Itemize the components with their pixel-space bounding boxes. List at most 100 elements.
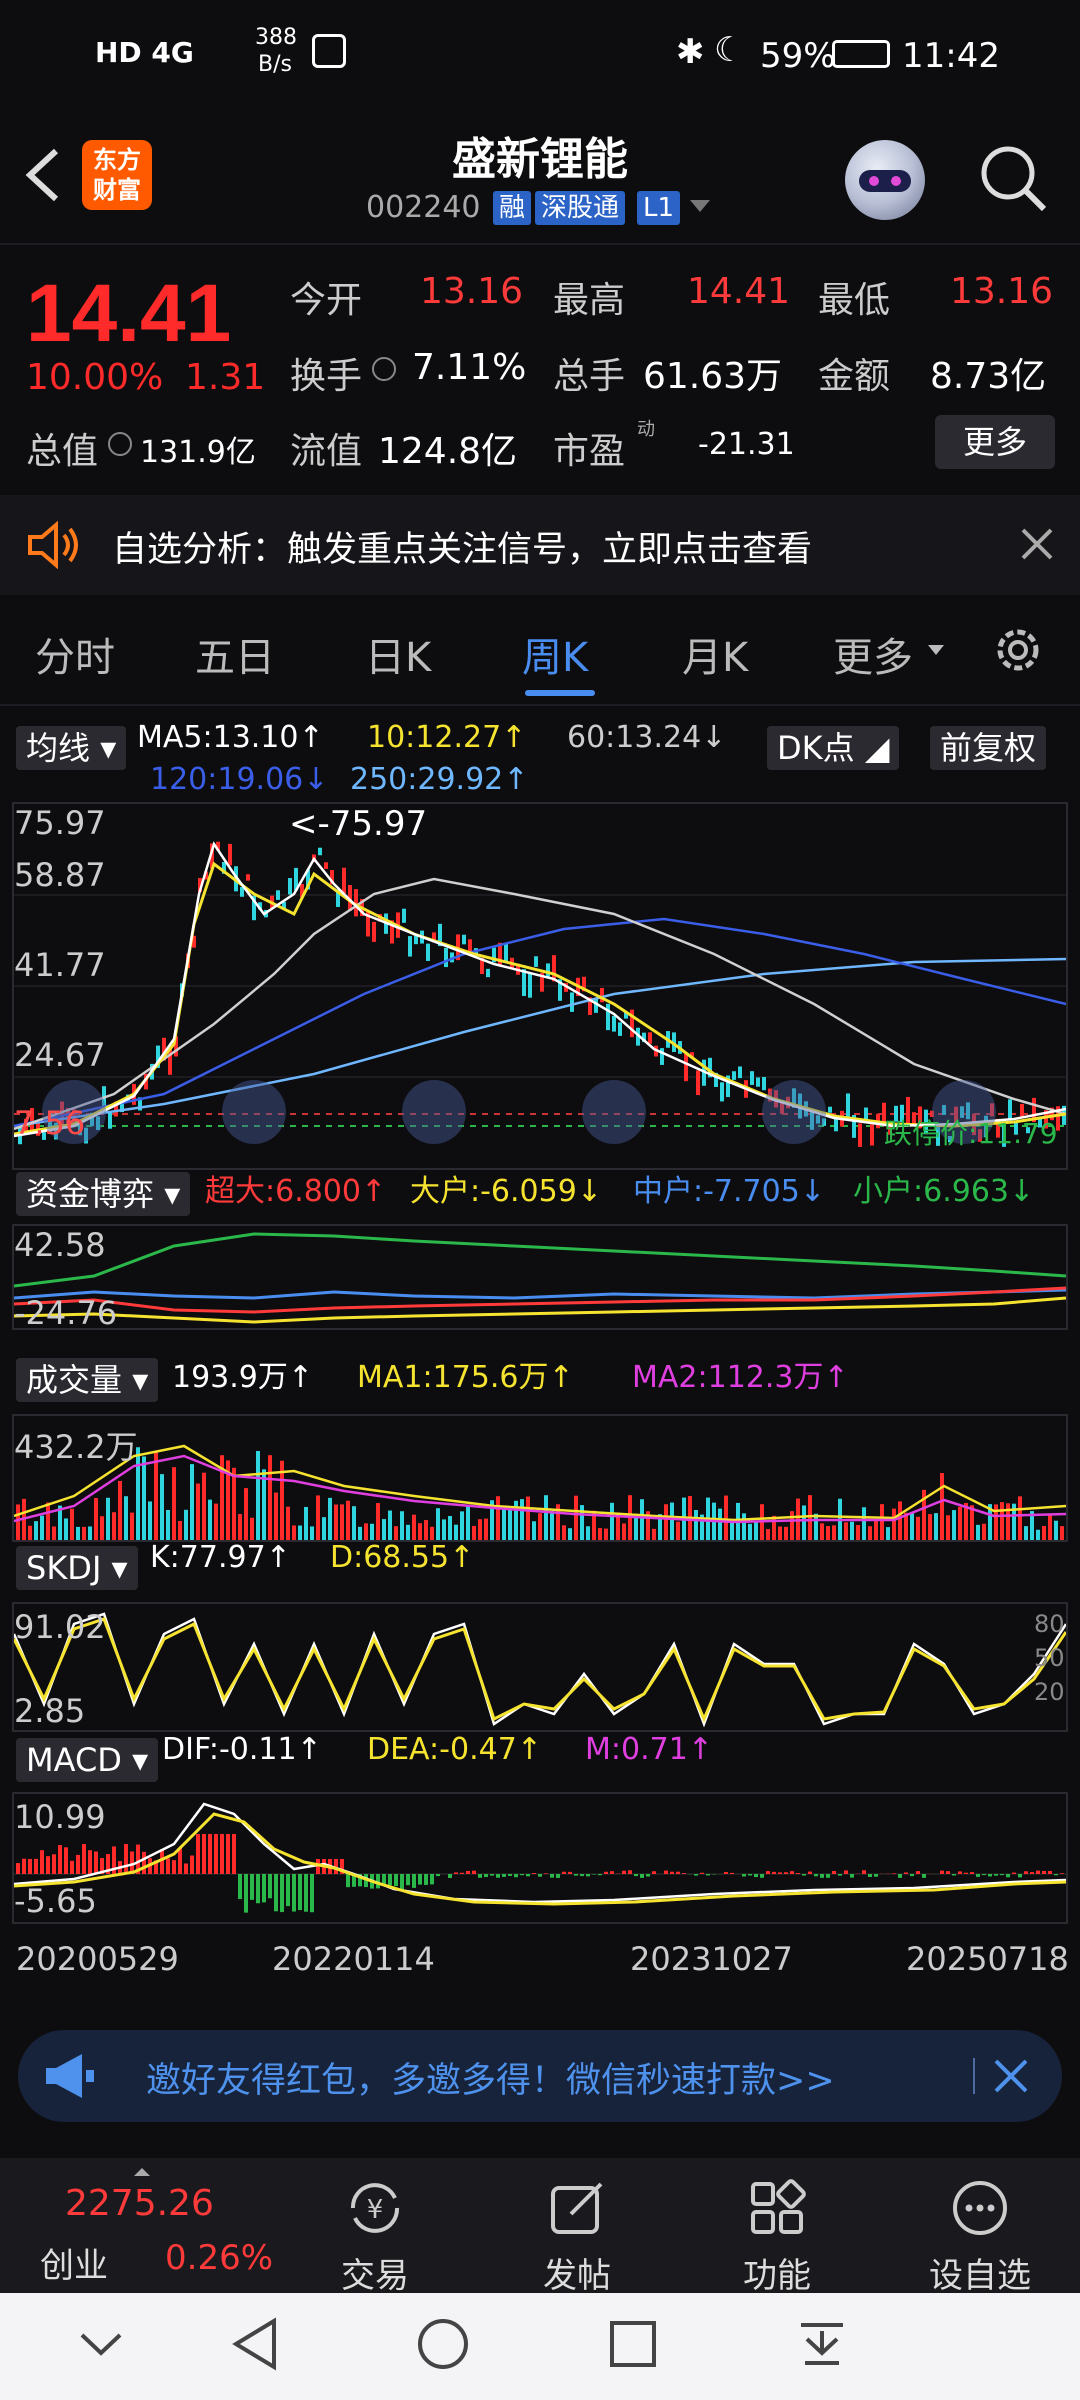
index-value[interactable]: 2275.26: [65, 2183, 214, 2224]
tab-five-day[interactable]: 五日: [195, 635, 275, 681]
candle: [486, 968, 490, 978]
macd-panel[interactable]: 10.99 -5.65: [12, 1792, 1068, 1924]
analysis-banner[interactable]: 自选分析：触发重点关注信号，立即点击查看: [0, 495, 1080, 595]
ma10-line: [13, 861, 1067, 1136]
macd-bar: [100, 1858, 104, 1874]
volume-bar: [550, 1510, 554, 1540]
robot-assistant-icon[interactable]: [845, 140, 925, 220]
nav-add-watchlist[interactable]: 设自选: [910, 2158, 1050, 2296]
home-circle-icon[interactable]: [416, 2317, 470, 2371]
stock-header: 东方 财富 盛新锂能 002240 融 深股通 L1: [0, 105, 1080, 245]
info-icon[interactable]: [372, 357, 396, 381]
chevron-down-icon[interactable]: [928, 645, 944, 655]
volume-bar: [616, 1512, 620, 1540]
macd-bar: [982, 1874, 986, 1876]
candle: [750, 1071, 754, 1085]
candle: [768, 1088, 772, 1102]
candle: [192, 935, 196, 948]
change-amount: 1.31: [185, 357, 266, 398]
macd-bar: [160, 1849, 164, 1874]
volume-indicator-chip[interactable]: 成交量 ▾: [16, 1358, 159, 1402]
volume-bar: [1012, 1503, 1016, 1540]
kline-panel[interactable]: 75.97 58.87 41.77 24.67 7.56 <-75.97 跌停价…: [12, 802, 1068, 1170]
back-triangle-icon[interactable]: [230, 2317, 280, 2371]
candle: [294, 867, 298, 891]
macd-bar: [706, 1874, 710, 1876]
skdj-panel[interactable]: 91.02 2.85 80 50 20: [12, 1602, 1068, 1732]
macd-bar: [586, 1874, 590, 1877]
candle: [408, 936, 412, 957]
nav-post[interactable]: 发帖: [507, 2158, 647, 2296]
index-change[interactable]: 0.26%: [165, 2238, 274, 2278]
turnover-label: 换手: [290, 356, 363, 397]
tab-more[interactable]: 更多: [833, 635, 913, 681]
tab-monthly-k[interactable]: 月K: [682, 635, 749, 681]
capital-indicator-chip[interactable]: 资金博弈 ▾: [16, 1172, 191, 1216]
search-icon[interactable]: [978, 143, 1048, 213]
candle: [372, 921, 376, 942]
candle: [924, 1109, 928, 1135]
battery-percent: 59%: [760, 36, 836, 76]
candle: [864, 1107, 868, 1121]
macd-bar: [136, 1844, 140, 1874]
macd-bar: [316, 1859, 320, 1874]
edit-post-icon: [551, 2182, 603, 2234]
candle: [642, 1032, 646, 1043]
skdj-d-line: [12, 1617, 1068, 1723]
candle: [630, 1009, 634, 1038]
nav-trade[interactable]: ¥ 交易: [305, 2158, 445, 2296]
dk-point-button[interactable]: DK点 ◢: [767, 726, 900, 770]
volume-value: 193.9万↑: [172, 1360, 314, 1395]
skdj-indicator-chip[interactable]: SKDJ ▾: [16, 1546, 138, 1590]
tab-intraday[interactable]: 分时: [35, 635, 115, 681]
level1-tag[interactable]: L1: [637, 191, 681, 225]
nav-add-watchlist-label: 设自选: [929, 2256, 1031, 2296]
close-icon[interactable]: [1020, 527, 1054, 561]
candle: [1038, 1116, 1042, 1128]
bluetooth-icon: ✱: [676, 32, 705, 72]
tab-weekly-k[interactable]: 周K: [522, 635, 589, 681]
volume-bar: [346, 1500, 350, 1540]
volume-panel[interactable]: 432.2万: [12, 1414, 1068, 1542]
nav-functions[interactable]: 功能: [707, 2158, 847, 2296]
macd-bar: [544, 1873, 548, 1874]
volume-bar: [646, 1511, 650, 1540]
volume-bar: [928, 1514, 932, 1540]
back-arrow-icon[interactable]: [22, 145, 62, 205]
volume-bar: [694, 1510, 698, 1540]
y-tick: 10.99: [14, 1798, 106, 1836]
adjust-mode-button[interactable]: 前复权: [930, 726, 1047, 770]
y-tick: 41.77: [14, 946, 106, 984]
candle: [912, 1112, 916, 1124]
macd-bar: [202, 1834, 206, 1874]
volume-bar: [262, 1469, 266, 1540]
info-icon[interactable]: [108, 432, 132, 456]
more-quote-button[interactable]: 更多: [935, 415, 1055, 469]
volume-bar: [502, 1508, 506, 1540]
capital-panel[interactable]: 42.58 -24.76: [12, 1224, 1068, 1332]
close-icon[interactable]: [993, 2058, 1029, 2094]
index-name[interactable]: 创业: [40, 2246, 108, 2286]
candle: [546, 963, 550, 978]
candle: [318, 847, 322, 856]
mid-flow-line: [13, 1288, 1067, 1300]
tab-daily-k[interactable]: 日K: [365, 635, 432, 681]
macd-bar: [808, 1871, 812, 1874]
macd-bar: [70, 1860, 74, 1874]
chevron-down-icon[interactable]: [78, 2329, 124, 2359]
recent-apps-icon[interactable]: [608, 2319, 658, 2369]
macd-bar: [910, 1874, 914, 1877]
macd-dif-line: [13, 1802, 1067, 1904]
invite-banner[interactable]: 邀好友得红包，多邀多得！微信秒速打款>>: [18, 2030, 1062, 2122]
volume-bar: [16, 1504, 20, 1540]
macd-bar: [424, 1874, 428, 1885]
settings-gear-icon[interactable]: [990, 622, 1046, 678]
macd-bar: [34, 1858, 38, 1874]
chevron-up-icon[interactable]: [134, 2168, 150, 2176]
chevron-down-icon[interactable]: [690, 200, 710, 212]
macd-bar: [1042, 1871, 1046, 1874]
notification-drawer-icon[interactable]: [795, 2317, 849, 2371]
macd-indicator-chip[interactable]: MACD ▾: [16, 1738, 159, 1782]
ma-selector-chip[interactable]: 均线 ▾: [16, 726, 127, 770]
candle: [834, 1118, 838, 1132]
